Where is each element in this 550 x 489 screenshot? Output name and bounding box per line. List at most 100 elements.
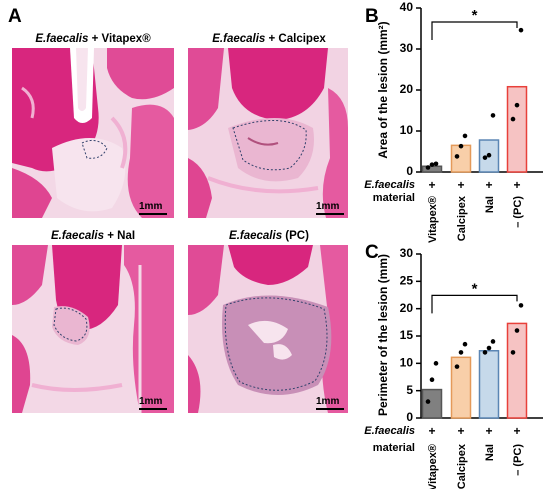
chart-c-point-3-1 [514, 328, 520, 333]
chart-b-point-2-2 [490, 113, 496, 118]
chart-c-row2-label: material [373, 442, 415, 454]
image-title-calcipex: E.faecalis + Calcipex [188, 33, 350, 45]
image-title-material: + NaI [104, 230, 136, 242]
chart-b-point-1-0 [454, 154, 460, 159]
scale-label-vitapex: 1mm [139, 201, 163, 212]
chart-c-point-1-1 [458, 350, 464, 355]
chart-b-point-1-2 [462, 133, 468, 139]
micrograph-vitapex [12, 48, 174, 218]
chart-c-ytick-1: 5 [406, 383, 413, 397]
chart-c-ytick-4: 20 [400, 301, 414, 315]
chart-c-point-1-0 [454, 364, 460, 369]
chart-c-bar-0 [421, 388, 443, 419]
micrograph-calcipex [188, 48, 348, 218]
chart-b-row1-mark-3: + [513, 178, 520, 192]
chart-c-row1-mark-3: + [513, 424, 520, 438]
chart-b-ytick-1: 10 [400, 123, 414, 137]
chart-b-point-3-2 [518, 27, 524, 33]
scale-label-pc: 1mm [316, 396, 340, 407]
image-title-species: E.faecalis [50, 230, 105, 242]
chart-b-point-0-2 [433, 161, 439, 167]
chart-c-bar-1 [450, 356, 472, 419]
chart-c-ytick-6: 30 [400, 246, 414, 260]
chart-b-category-2: NaI [484, 196, 496, 213]
chart-b: B Area of the lesion (mm²) 0 10 20 30 40… [364, 0, 543, 243]
chart-c-row1-marks: + + + + [428, 424, 520, 438]
chart-c-ytick-3: 15 [400, 328, 414, 342]
chart-c-point-0-2 [433, 361, 439, 366]
chart-b-ylabel: Area of the lesion (mm²) [376, 21, 390, 158]
chart-c-category-1: Calcipex [456, 443, 468, 489]
chart-c-significance: * [431, 280, 518, 314]
image-title-species: E.faecalis [35, 33, 89, 45]
chart-c-bar-2 [478, 350, 500, 419]
chart-c-point-3-0 [510, 350, 516, 355]
chart-c-ytick-2: 10 [400, 356, 414, 370]
chart-c-ytick-5: 25 [400, 274, 414, 288]
chart-b-point-3-0 [510, 116, 516, 122]
chart-c-row1-mark-2: + [485, 424, 492, 438]
chart-b-point-3-1 [514, 102, 520, 108]
chart-c-sig-bracket [431, 294, 518, 314]
chart-b-ytick-0: 0 [406, 164, 413, 178]
scale-bar-calcipex [316, 213, 344, 215]
chart-c-sig-star: * [472, 280, 478, 297]
scale-bar-vitapex [139, 213, 167, 215]
chart-c-row1-mark-1: + [457, 424, 464, 438]
chart-c-yticks: 0 5 10 15 20 25 30 [400, 246, 421, 424]
chart-b-point-2-1 [486, 152, 492, 158]
micrograph-vitapex-drawing [12, 48, 174, 218]
image-title-vitapex: E.faecalis + Vitapex® [12, 33, 174, 45]
chart-c-point-2-1 [486, 345, 492, 351]
chart-b-ytick-3: 30 [400, 41, 414, 55]
chart-b-bar-3 [506, 85, 528, 173]
chart-c-bar-3 [506, 322, 528, 419]
chart-b-significance: * [431, 7, 518, 40]
chart-b-bar-0 [421, 165, 443, 173]
micrograph-calcipex-drawing [188, 48, 348, 218]
image-title-material: (PC) [282, 230, 309, 242]
chart-b-bar-1 [450, 144, 472, 173]
chart-b-sig-star: * [472, 7, 478, 24]
chart-c-point-3-2 [518, 303, 524, 308]
scale-bar-nai [139, 408, 167, 410]
panel-a-letter: A [8, 6, 22, 27]
chart-b-point-1-1 [458, 143, 464, 149]
chart-b-sig-bracket [431, 21, 518, 40]
chart-b-points [425, 27, 524, 170]
scale-label-calcipex: 1mm [316, 201, 340, 212]
chart-c-category-2: NaI [484, 444, 496, 461]
image-title-material: + Calcipex [265, 33, 326, 45]
chart-b-row1-label: E.faecalis [364, 179, 415, 191]
chart-b-ytick-2: 20 [400, 82, 414, 96]
image-title-species: E.faecalis [229, 230, 283, 242]
chart-c-point-2-0 [482, 350, 488, 355]
image-title-pc: E.faecalis (PC) [188, 230, 350, 242]
chart-c-categories: Vitapex® Calcipex NaI – (PC) [427, 443, 524, 489]
chart-c-category-3: – (PC) [512, 444, 524, 476]
chart-b-category-0: Vitapex® [427, 196, 439, 243]
chart-c-point-0-1 [429, 377, 435, 383]
chart-c-point-2-2 [490, 339, 496, 344]
chart-b-row1-mark-1: + [457, 178, 464, 192]
micrograph-pc-drawing [188, 245, 348, 413]
chart-b-point-2-0 [482, 155, 488, 160]
chart-c-ytick-0: 0 [406, 410, 413, 424]
chart-b-bars [421, 85, 528, 173]
chart-c-bars [421, 322, 528, 419]
scale-label-nai: 1mm [139, 396, 163, 407]
chart-b-categories: Vitapex® Calcipex NaI – (PC) [427, 195, 524, 243]
micrograph-nai [12, 245, 174, 413]
chart-b-letter: B [365, 6, 379, 27]
chart-c-points [425, 303, 524, 404]
chart-c-row1-mark-0: + [428, 424, 435, 438]
chart-c-category-0: Vitapex® [427, 444, 439, 489]
chart-b-row2-label: material [373, 192, 415, 204]
chart-b-row1-mark-2: + [485, 178, 492, 192]
chart-c-point-0-0 [425, 399, 431, 404]
scale-bar-pc [316, 408, 344, 410]
chart-b-point-0-1 [429, 162, 435, 167]
chart-b-row1-mark-0: + [428, 178, 435, 192]
chart-b-yticks: 0 10 20 30 40 [400, 0, 421, 178]
chart-b-ytick-4: 40 [400, 0, 414, 14]
